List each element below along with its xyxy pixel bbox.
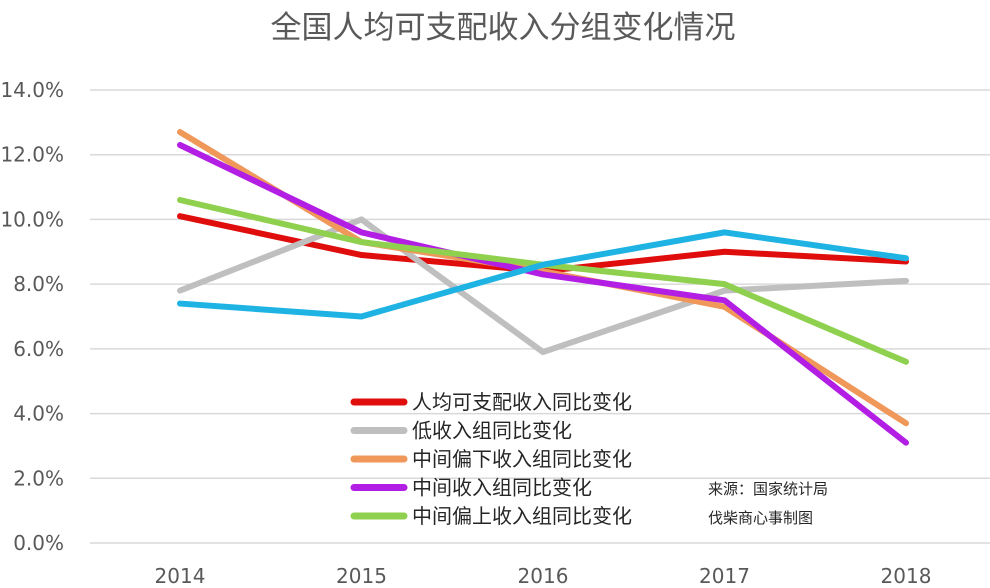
legend-label: 中间偏上收入组同比变化 [412, 504, 632, 528]
legend-label: 中间偏下收入组同比变化 [412, 447, 632, 471]
x-tick-label: 2017 [699, 564, 750, 588]
series-line-4 [177, 197, 909, 365]
chart-title: 全国人均可支配收入分组变化情况 [271, 10, 736, 46]
series-line-3 [177, 142, 909, 446]
y-tick-label: 4.0% [13, 402, 64, 426]
y-tick-label: 0.0% [13, 531, 64, 555]
legend-label: 中间收入组同比变化 [412, 476, 592, 500]
credit-annotation: 伐柴商心事制图 [708, 509, 813, 527]
x-axis: 2014 2015 2016 2017 2018 [155, 564, 932, 588]
series-line-2 [177, 129, 909, 427]
x-tick-label: 2015 [336, 564, 387, 588]
legend-label: 低收入组同比变化 [412, 419, 572, 443]
y-tick-label: 8.0% [13, 272, 64, 296]
legend: 人均可支配收入同比变化低收入组同比变化中间偏下收入组同比变化中间收入组同比变化中… [350, 390, 632, 528]
series-lines [177, 129, 909, 446]
legend-label: 人均可支配收入同比变化 [412, 390, 632, 414]
grid-lines [90, 89, 990, 544]
source-annotation: 来源：国家统计局 [708, 480, 828, 498]
x-tick-label: 2018 [881, 564, 932, 588]
y-tick-label: 2.0% [13, 466, 64, 490]
x-tick-label: 2014 [155, 564, 206, 588]
y-tick-label: 14.0% [0, 78, 64, 102]
x-tick-label: 2016 [518, 564, 569, 588]
y-tick-label: 12.0% [0, 143, 64, 167]
y-tick-label: 10.0% [0, 207, 64, 231]
y-axis: 0.0% 2.0% 4.0% 6.0% 8.0% 10.0% 12.0% 14.0% [0, 78, 64, 555]
series-line-5 [177, 229, 909, 320]
y-tick-label: 6.0% [13, 337, 64, 361]
series-line-1 [177, 216, 909, 356]
